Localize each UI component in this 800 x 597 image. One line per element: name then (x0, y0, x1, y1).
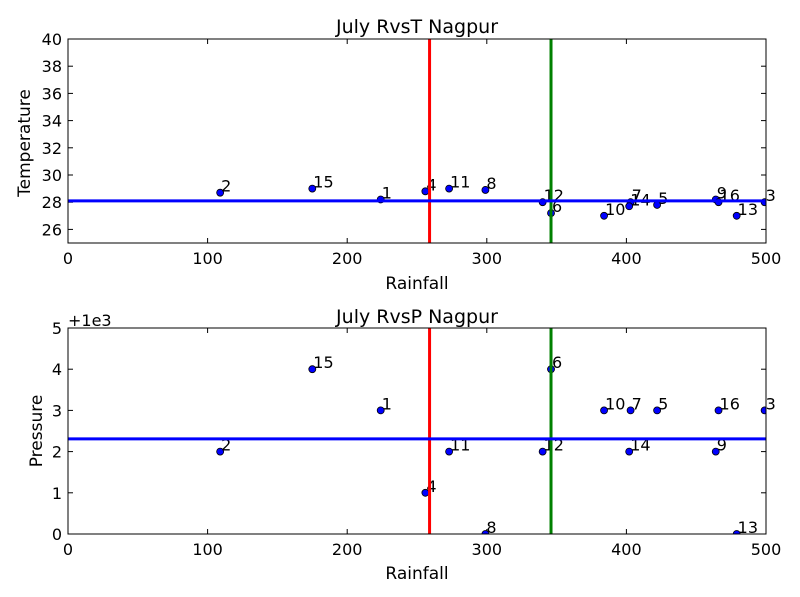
plot-frame (67, 38, 767, 244)
data-point (626, 406, 635, 415)
y-tick-label: 30 (42, 166, 62, 185)
data-point-label: 1 (382, 183, 392, 202)
data-point-label: 4 (426, 477, 436, 496)
data-point (760, 406, 766, 415)
y-tick-label: 28 (42, 193, 62, 212)
chart-title: July RvsP Nagpur (335, 306, 498, 328)
x-axis-label: Rainfall (385, 274, 448, 294)
data-point (308, 365, 317, 374)
y-tick-label: 5 (52, 319, 62, 338)
x-tick-label: 200 (332, 540, 363, 559)
data-point (538, 447, 547, 456)
data-point-label: 15 (313, 353, 333, 372)
plot-frame (67, 327, 767, 535)
y-tick-label: 36 (42, 84, 62, 103)
x-tick-label: 500 (751, 540, 782, 559)
data-point-label: 5 (658, 189, 668, 208)
data-point (711, 447, 720, 456)
data-point-label: 6 (552, 197, 562, 216)
x-tick-label: 0 (63, 249, 73, 268)
data-point-label: 3 (766, 394, 776, 413)
x-tick-label: 300 (472, 249, 503, 268)
data-point-label: 11 (450, 173, 470, 192)
y-tick-label: 0 (52, 525, 62, 544)
data-point-label: 5 (658, 394, 668, 413)
y-axis-label: Temperature (15, 89, 35, 198)
chart-temperature: July RvsT Nagpur Rainfall Temperature 0 1… (15, 16, 781, 294)
data-point-label: 16 (720, 186, 740, 205)
data-point-label: 7 (632, 186, 642, 205)
x-tick-label: 0 (63, 540, 73, 559)
x-tick-label: 100 (192, 540, 223, 559)
data-point-label: 11 (450, 436, 470, 455)
y-tick-label: 26 (42, 220, 62, 239)
data-point-label: 4 (426, 175, 436, 194)
data-point (308, 184, 317, 193)
x-tick-label: 200 (332, 249, 363, 268)
y-tick-label: 4 (52, 360, 62, 379)
data-point (216, 447, 225, 456)
data-point-label: 10 (605, 200, 625, 219)
data-point (625, 202, 634, 211)
y-offset-text: +1e3 (68, 311, 112, 330)
y-axis-label: Pressure (27, 395, 47, 468)
data-point-label: 1 (382, 394, 392, 413)
data-point-label: 7 (632, 394, 642, 413)
y-tick-label: 32 (42, 139, 62, 158)
chart-pressure: July RvsP Nagpur Rainfall Pressure +1e3 … (27, 306, 781, 584)
x-axis-label: Rainfall (385, 564, 448, 584)
data-point-label: 8 (486, 174, 496, 193)
data-point-label: 12 (544, 436, 564, 455)
data-point-label: 9 (717, 183, 727, 202)
x-tick-label: 300 (472, 540, 503, 559)
data-point (216, 188, 225, 197)
data-point (653, 406, 662, 415)
data-point (732, 530, 741, 534)
x-tick-label: 500 (751, 249, 782, 268)
data-point-label: 8 (486, 518, 496, 537)
data-point-label: 16 (720, 394, 740, 413)
y-tick-label: 40 (42, 30, 62, 49)
data-point-label: 13 (738, 200, 758, 219)
data-point (732, 211, 741, 220)
y-tick-label: 1 (52, 484, 62, 503)
data-point-label: 3 (766, 186, 776, 205)
data-point-label: 14 (630, 436, 650, 455)
chart-title: July RvsT Nagpur (335, 16, 498, 38)
y-tick-label: 2 (52, 443, 62, 462)
data-point-label: 6 (552, 353, 562, 372)
data-point (625, 447, 634, 456)
data-point-label: 2 (221, 436, 231, 455)
data-point (445, 447, 454, 456)
data-point-label: 2 (221, 177, 231, 196)
data-point-label: 13 (738, 518, 758, 537)
data-point-label: 9 (717, 436, 727, 455)
y-tick-label: 3 (52, 401, 62, 420)
data-point (600, 406, 608, 415)
data-point (376, 406, 385, 415)
x-tick-label: 100 (192, 249, 223, 268)
x-tick-label: 400 (611, 249, 642, 268)
data-point-label: 15 (313, 173, 333, 192)
y-tick-label: 38 (42, 57, 62, 76)
data-point (600, 211, 608, 220)
x-tick-label: 400 (611, 540, 642, 559)
data-point (445, 184, 454, 193)
data-point-label: 10 (605, 394, 625, 413)
data-point (481, 530, 490, 534)
data-point (481, 186, 490, 194)
data-point-label: 12 (544, 186, 564, 205)
y-tick-label: 34 (42, 112, 62, 131)
data-point (714, 406, 723, 415)
